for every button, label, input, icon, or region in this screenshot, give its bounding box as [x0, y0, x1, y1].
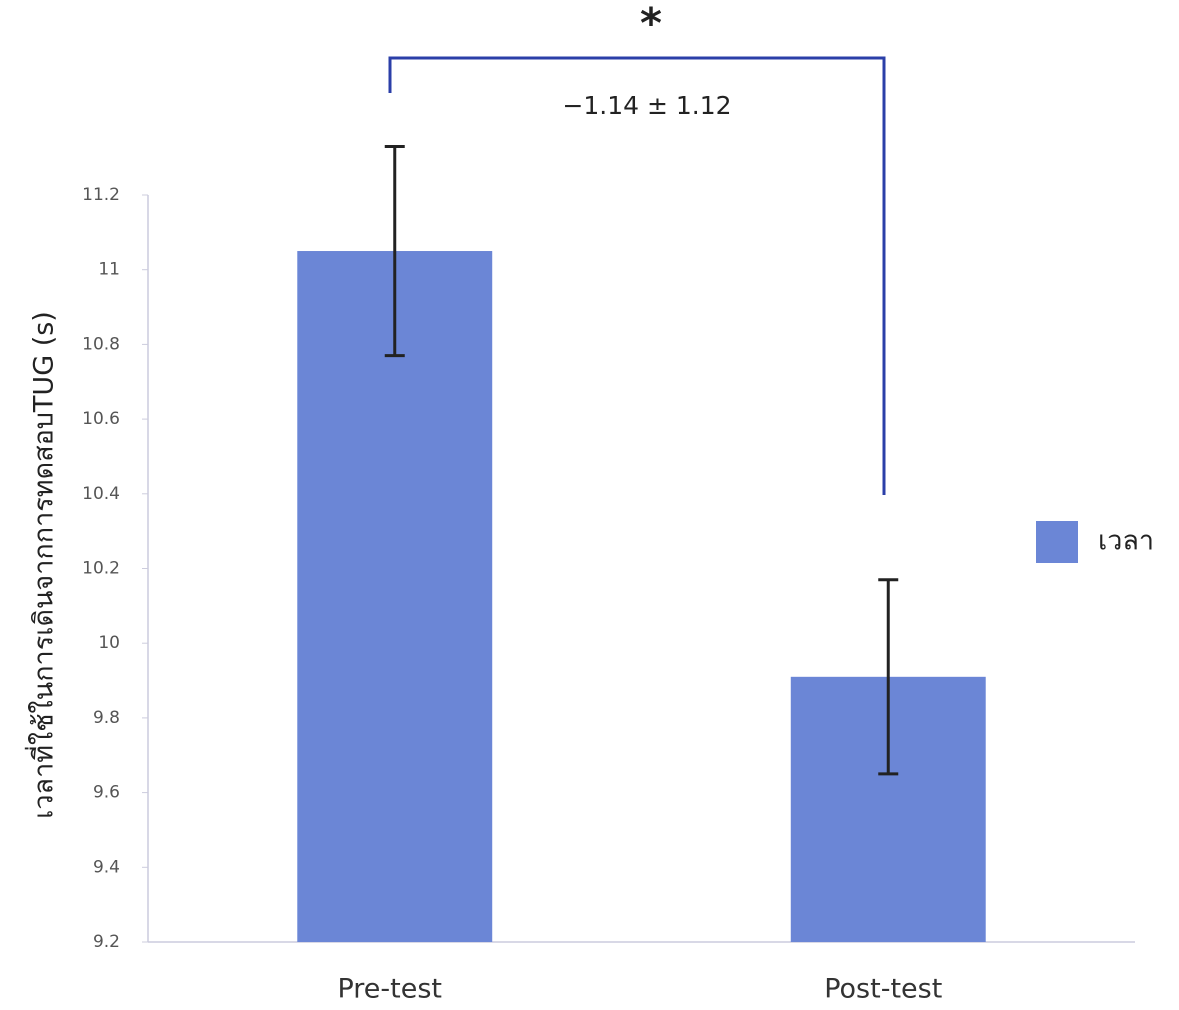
chart: * −1.14 ± 1.12 เวลาที่ใช้ในการเดินจากการ…: [0, 0, 1179, 1010]
difference-annotation: −1.14 ± 1.12: [562, 91, 731, 120]
y-tick-label: 9.4: [93, 857, 120, 877]
y-tick-label: 11.2: [82, 185, 120, 205]
legend-label: เวลา: [1098, 526, 1154, 557]
y-tick-label: 10.2: [82, 559, 120, 579]
y-tick-label: 11: [98, 260, 120, 280]
y-tick-label: 10.4: [82, 484, 120, 504]
y-tick-label: 10: [98, 633, 120, 653]
x-tick-label: Pre-test: [337, 974, 442, 1005]
x-tick-label: Post-test: [824, 974, 942, 1005]
y-tick-label: 10.8: [82, 334, 120, 354]
legend-swatch: [1036, 521, 1078, 563]
y-tick-label: 10.6: [82, 409, 120, 429]
y-tick-label: 9.6: [93, 783, 120, 803]
y-axis-label: เวลาที่ใช้ในการเดินจากการทดสอบTUG (s): [25, 311, 60, 819]
significance-star: *: [640, 0, 662, 48]
y-tick-label: 9.2: [93, 932, 120, 952]
y-tick-label: 9.8: [93, 708, 120, 728]
